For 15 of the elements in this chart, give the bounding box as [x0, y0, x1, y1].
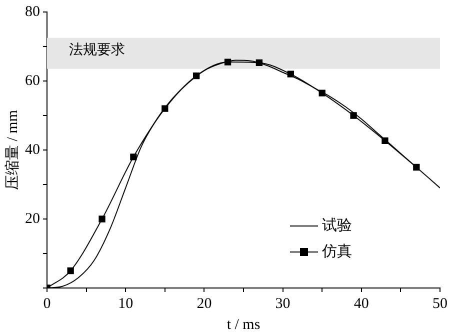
x-tick-label: 40	[354, 296, 369, 312]
x-tick-label: 0	[43, 296, 51, 312]
x-tick-label: 30	[275, 296, 290, 312]
x-tick-label: 10	[118, 296, 134, 312]
band-label: 法规要求	[69, 42, 125, 58]
x-axis-title: t / ms	[226, 316, 260, 333]
y-tick-label: 40	[25, 142, 40, 158]
y-tick-label: 80	[25, 4, 40, 20]
y-tick-label: 20	[25, 210, 40, 227]
x-tick-label: 20	[196, 296, 212, 312]
legend-label: 试验	[322, 216, 352, 234]
y-axis-title: 压缩量 / mm	[4, 110, 21, 190]
legend-label: 仿真	[321, 242, 352, 260]
x-tick-label: 50	[432, 296, 448, 312]
y-tick-label: 60	[25, 72, 40, 89]
